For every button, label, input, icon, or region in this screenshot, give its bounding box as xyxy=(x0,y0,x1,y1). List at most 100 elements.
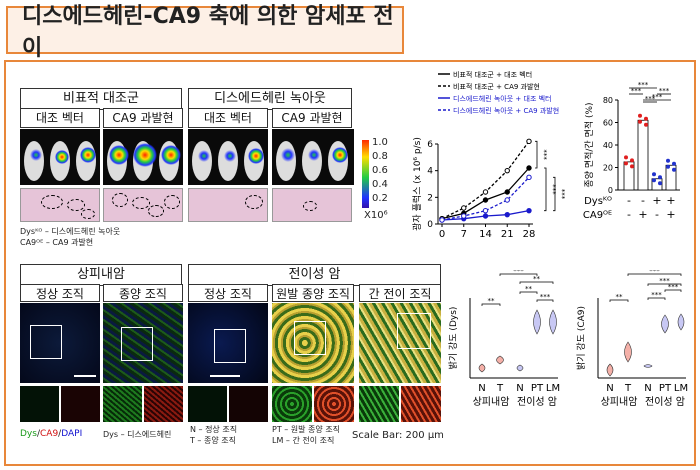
sig-bracket-0 xyxy=(535,140,538,169)
violin1-violin-0 xyxy=(478,363,486,373)
violin2-sig-label-1: *** xyxy=(651,291,662,299)
bar-row2-label: CA9ᴼᴱ xyxy=(583,210,612,221)
violin1-x-tick-4: LM xyxy=(546,383,560,394)
series-3-point-0 xyxy=(439,217,445,223)
stain-sep-1: / xyxy=(36,429,40,439)
colorbar-tick-3: 0.6 xyxy=(372,165,388,176)
x-tick-label-0: 0 xyxy=(439,229,445,240)
violin2-x-tick-4: LM xyxy=(674,383,688,394)
violin1-sig-label-2: ** xyxy=(533,275,541,283)
violin1-violin-1 xyxy=(496,355,504,365)
violin2-violin-4 xyxy=(677,313,685,331)
sig-bracket-2 xyxy=(553,176,556,212)
series-0-point-2 xyxy=(482,197,489,203)
violin2-group1: 상피내암 xyxy=(601,396,638,408)
bar-y-tick-label-3: 60 xyxy=(603,119,613,128)
bar-2-dot-2 xyxy=(652,178,656,183)
micrograph-cis-tumor xyxy=(103,303,183,383)
group-label-nontarget: 비표적 대조군 xyxy=(20,88,182,110)
violin2-sig-line-2 xyxy=(647,283,682,286)
micrograph-cis-normal xyxy=(20,303,100,383)
bar-3-dot-3 xyxy=(672,167,676,172)
sub-label-4: CA9 과발현 xyxy=(272,108,352,128)
note-pt: PT – 원발 종양 조직 xyxy=(272,425,341,434)
sub-label-2: CA9 과발현 xyxy=(103,108,183,128)
violin2-sig-line-4 xyxy=(664,289,682,292)
violin1-sig-label-3: *** xyxy=(540,293,551,301)
violin1-x-tick-0: N xyxy=(478,383,485,394)
bar-2-dot-0 xyxy=(652,172,656,177)
inset-liver-ca9 xyxy=(401,386,441,422)
group-label-metastatic: 전이성 암 xyxy=(188,264,441,286)
sub-label-1: 대조 벡터 xyxy=(20,108,100,128)
note-t: T – 종양 조직 xyxy=(190,436,236,445)
note-dys: Dys – 디스에드헤린 xyxy=(103,430,172,439)
note-ca9-oe: CA9ᴼᴱ – CA9 과발현 xyxy=(20,238,94,247)
violin1-sig-label-1: ** xyxy=(525,285,533,293)
bar-row2-0: - xyxy=(627,208,631,221)
mouse-imaging-panels xyxy=(20,129,354,185)
inset-primary-dys xyxy=(272,386,312,422)
bar-0-dot-0 xyxy=(624,155,628,160)
bar-2-dot-1 xyxy=(658,175,662,180)
violin2-x-tick-1: T xyxy=(624,383,632,394)
note-dys-ko: Dysᴷᴼ – 디스에드헤린 녹아웃 xyxy=(20,227,121,236)
bar-y-tick-label-0: 0 xyxy=(608,186,613,195)
figure-title: 디스에드헤린-CA9 축에 의한 암세포 전이 xyxy=(6,4,404,61)
violin1-sig-line-2 xyxy=(519,281,554,284)
series-1-point-3 xyxy=(504,167,510,174)
violin2-x-tick-2: N xyxy=(644,383,651,394)
series-3-point-2 xyxy=(482,207,489,214)
violin2-x-tick-3: PT xyxy=(659,383,672,394)
violin1-sig-line-3 xyxy=(536,299,554,302)
bar-0-dot-3 xyxy=(630,164,634,169)
colorbar-tick-5: 0.2 xyxy=(372,193,388,204)
tissue-section-1 xyxy=(20,188,100,222)
micrograph-primary-tumor xyxy=(272,303,354,383)
bar-2-dot-3 xyxy=(658,181,662,186)
sub-label-3: 대조 벡터 xyxy=(188,108,268,128)
micrograph-liver-metastasis xyxy=(359,303,441,383)
violin1-violin-4 xyxy=(549,309,557,335)
x-tick-label-2: 14 xyxy=(479,229,492,240)
bar-sig-label-2: *** xyxy=(645,95,656,103)
note-n: N – 정상 조직 xyxy=(190,425,238,434)
violin2-group2: 전이성 암 xyxy=(645,396,685,408)
bar-0-dot-1 xyxy=(630,158,634,163)
colorbar-unit: X10⁶ xyxy=(364,210,388,221)
bar-3 xyxy=(665,164,677,191)
legend-label-2: 디스에드헤린 녹아웃 + 대조 벡터 xyxy=(453,94,552,103)
x-tick-label-4: 28 xyxy=(523,229,536,240)
y-tick-label-1: 2 xyxy=(427,193,433,203)
y-tick-label-2: 4 xyxy=(427,167,433,177)
series-3-point-1 xyxy=(461,213,467,219)
y-tick-label-3: 6 xyxy=(427,140,433,150)
inset-met-normal-dys xyxy=(188,386,227,422)
violin2-violin-0 xyxy=(606,363,614,377)
x-tick-label-1: 7 xyxy=(461,229,467,240)
bar-1-dot-1 xyxy=(644,116,648,121)
series-3-point-3 xyxy=(504,197,510,203)
stain-dys: Dys xyxy=(20,429,37,439)
violin1-sig-line-0 xyxy=(481,303,501,306)
stain-ca9: CA9 xyxy=(40,429,59,439)
series-1-point-2 xyxy=(482,189,489,195)
violin1-sig-line-4 xyxy=(499,273,538,276)
violin2-sig-label-4: *** xyxy=(668,283,679,291)
violin1-group1: 상피내암 xyxy=(473,396,510,408)
violin2-sig-line-0 xyxy=(609,299,629,302)
sig-label-0: *** xyxy=(540,149,548,160)
inset-cis-normal-ca9 xyxy=(61,386,100,422)
violin2-violin-3 xyxy=(661,314,669,334)
y-tick-label-0: 0 xyxy=(427,220,433,230)
series-0-point-3 xyxy=(504,189,510,195)
group-label-dys-ko: 디스에드헤린 녹아웃 xyxy=(188,88,352,110)
figure-frame xyxy=(4,60,696,466)
bar-0 xyxy=(623,161,635,191)
violin1-violin-3 xyxy=(533,309,541,335)
series-2-point-3 xyxy=(504,211,510,218)
bar-row1-label: Dysᴷᴼ xyxy=(584,196,612,207)
group-label-cis: 상피내암 xyxy=(20,264,182,286)
bar-row2-1: + xyxy=(638,208,647,221)
